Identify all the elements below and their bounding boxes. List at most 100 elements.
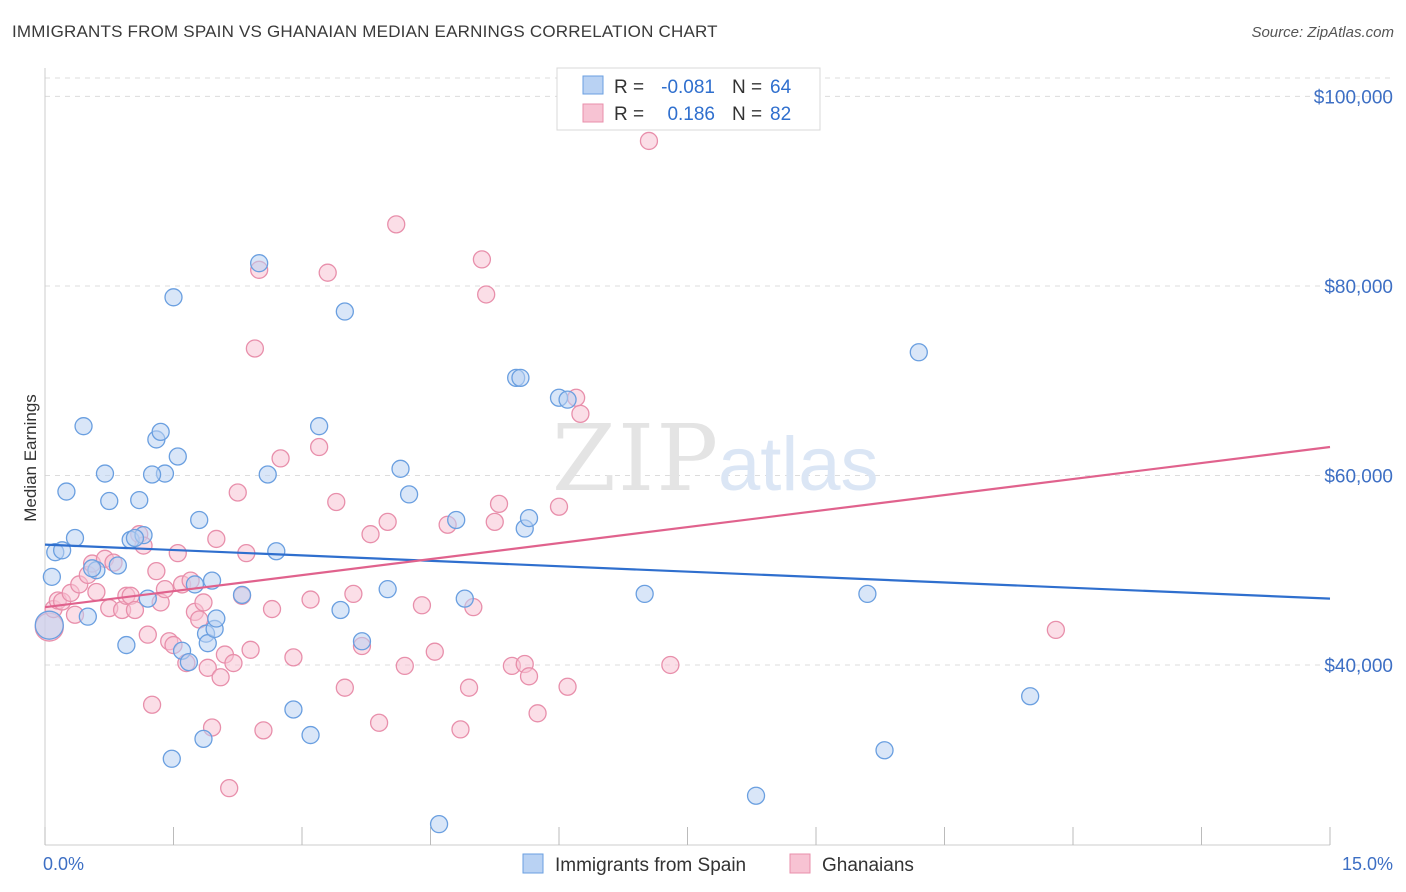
spain-point bbox=[82, 559, 102, 578]
spain-point bbox=[858, 584, 877, 604]
ghanaians-point bbox=[451, 720, 470, 739]
ghanaians-point bbox=[138, 625, 157, 644]
spain-point bbox=[78, 607, 97, 626]
legend-r-value-1: -0.081 bbox=[661, 77, 715, 98]
ghanaians-point bbox=[661, 655, 680, 675]
ghanaians-point bbox=[318, 263, 337, 282]
spain-point bbox=[179, 652, 199, 672]
spain-point bbox=[267, 542, 286, 561]
legend-n-value-1: 64 bbox=[770, 77, 792, 98]
spain-point bbox=[519, 508, 539, 528]
ghanaians-point bbox=[395, 656, 414, 676]
series-legend-label-spain: Immigrants from Spain bbox=[555, 855, 746, 876]
spain-point bbox=[74, 417, 93, 436]
legend-swatch-spain bbox=[582, 75, 604, 95]
chart-title: IMMIGRANTS FROM SPAIN VS GHANAIAN MEDIAN… bbox=[12, 22, 718, 41]
spain-point bbox=[301, 725, 320, 745]
ghanaians-point bbox=[262, 599, 282, 619]
correlation-legend: R = -0.081 N = 64 R = 0.186 N = 82 bbox=[556, 67, 821, 131]
ghanaians-point bbox=[485, 512, 504, 532]
spain-point bbox=[284, 700, 303, 719]
spain-point bbox=[168, 447, 187, 466]
spain-point bbox=[194, 729, 213, 749]
ghanaians-point bbox=[254, 721, 273, 740]
ghanaians-point bbox=[228, 483, 247, 502]
ghanaians-point bbox=[125, 600, 145, 620]
ghanaians-point bbox=[87, 582, 106, 602]
ghanaians-point bbox=[271, 449, 290, 468]
spain-point bbox=[142, 465, 162, 484]
ghanaians-point bbox=[425, 642, 444, 661]
ghanaians-point bbox=[207, 529, 226, 549]
spain-point bbox=[130, 490, 149, 510]
legend-r-label-1: R = bbox=[614, 77, 644, 98]
series-legend-swatch-ghana bbox=[789, 853, 811, 874]
legend-swatch-ghana bbox=[582, 103, 604, 123]
ghanaians-point bbox=[344, 584, 363, 604]
spain-point bbox=[42, 567, 62, 586]
y-tick-label: $80,000 bbox=[1324, 277, 1393, 298]
ghanaians-point bbox=[472, 250, 492, 269]
ghanaians-point bbox=[361, 525, 380, 544]
spain-point bbox=[309, 417, 329, 436]
ghanaians-point bbox=[558, 677, 577, 696]
ghanaians-point bbox=[147, 562, 166, 581]
ghanaians-point bbox=[194, 593, 213, 612]
ghanaians-point bbox=[369, 713, 389, 732]
spain-point bbox=[151, 422, 170, 442]
spain-point bbox=[117, 635, 136, 655]
ghanaians-point bbox=[142, 695, 162, 714]
series-legend: Immigrants from Spain Ghanaians bbox=[522, 853, 914, 876]
legend-n-label-2: N = bbox=[732, 104, 762, 125]
spain-point bbox=[352, 632, 372, 651]
ghanaians-point bbox=[528, 704, 547, 723]
ghanaians-point bbox=[198, 658, 217, 677]
spain-point bbox=[100, 491, 119, 511]
axes bbox=[44, 68, 1331, 846]
spain-trend-line bbox=[44, 543, 1331, 600]
ghanaians-point bbox=[224, 653, 243, 673]
ghanaians-point bbox=[459, 678, 479, 697]
spain-point bbox=[190, 510, 209, 530]
x-tick-label: 0.0% bbox=[43, 854, 84, 874]
ghanaians-point bbox=[284, 648, 303, 667]
spain-point bbox=[455, 589, 474, 608]
spain-point bbox=[258, 465, 277, 484]
ghanaians-point bbox=[519, 667, 539, 686]
spain-point bbox=[34, 610, 64, 640]
spain-point bbox=[746, 786, 766, 805]
spain-point bbox=[164, 288, 183, 307]
spain-point bbox=[185, 575, 205, 594]
spain-point bbox=[232, 585, 252, 604]
ghanaians-point bbox=[571, 404, 590, 424]
y-axis-label: Median Earnings bbox=[21, 394, 40, 522]
ghanaians-point bbox=[378, 512, 397, 532]
ghanaians-point bbox=[245, 339, 265, 358]
ghanaians-trend-line bbox=[44, 445, 1331, 609]
ghanaians-point bbox=[309, 437, 329, 457]
spain-point bbox=[378, 580, 397, 599]
y-tick-label: $60,000 bbox=[1324, 466, 1393, 487]
series-legend-label-ghana: Ghanaians bbox=[822, 855, 914, 876]
spain-point bbox=[1021, 687, 1040, 706]
ghanaians-point bbox=[639, 131, 659, 151]
x-tick-label: 15.0% bbox=[1342, 854, 1393, 874]
spain-point bbox=[635, 584, 654, 604]
ghanaians-point bbox=[412, 596, 432, 615]
grid-lines bbox=[45, 77, 1393, 666]
spain-point bbox=[391, 459, 410, 478]
ghanaians-point bbox=[387, 215, 406, 234]
ghanaians-point bbox=[549, 497, 569, 516]
spain-point bbox=[57, 482, 76, 501]
legend-n-value-2: 82 bbox=[770, 104, 791, 125]
spain-point bbox=[875, 741, 894, 760]
ghanaians-point bbox=[241, 640, 260, 659]
spain-point bbox=[335, 302, 354, 321]
watermark: ZIP atlas bbox=[552, 405, 879, 512]
tick-labels: $40,000 $60,000 $80,000 $100,000 0.0% 15.0% bbox=[43, 87, 1393, 874]
y-tick-label: $40,000 bbox=[1324, 656, 1393, 677]
spain-point bbox=[447, 510, 466, 530]
ghanaians-point bbox=[155, 580, 175, 599]
spain-point bbox=[331, 600, 350, 620]
